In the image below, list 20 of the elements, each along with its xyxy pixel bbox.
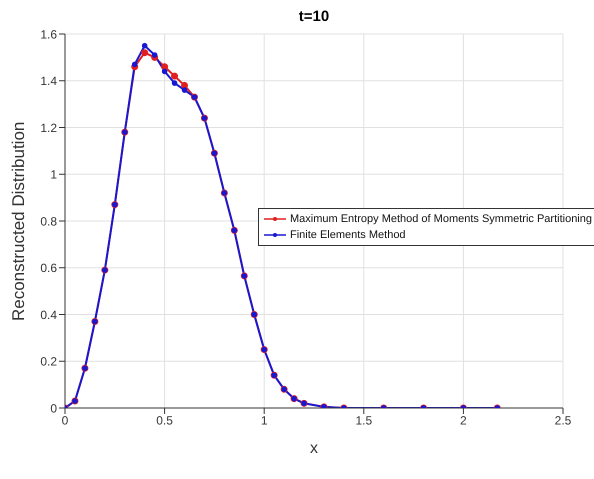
y-tick-label: 0.8 — [40, 214, 58, 228]
x-tick-label: 0.5 — [156, 414, 174, 428]
y-tick-label: 1.6 — [40, 27, 58, 42]
x-tick-label: 1.5 — [355, 414, 372, 428]
y-tick-label: 1.4 — [40, 74, 58, 88]
y-axis-title: Reconstructed Distribution — [9, 122, 28, 321]
legend-label: Maximum Entropy Method of Moments Symmetric Partitioning — [290, 212, 592, 227]
x-tick-label: 2.5 — [554, 414, 572, 428]
legend-label: Finite Elements Method — [290, 228, 406, 243]
y-tick-label: 0 — [50, 401, 58, 416]
x-tick-label: 1 — [260, 414, 268, 428]
y-tick-label: 0.6 — [40, 261, 58, 276]
x-axis-title: x — [310, 440, 318, 457]
x-tick-label: 0 — [62, 414, 69, 428]
y-tick-label: 0.2 — [40, 354, 58, 369]
chart-title: t=10 — [298, 8, 330, 25]
y-tick-label: 1 — [50, 168, 58, 182]
x-tick-label: 2 — [460, 414, 468, 428]
y-tick-label: 1.2 — [40, 120, 58, 135]
y-tick-label: 0.4 — [40, 308, 58, 322]
